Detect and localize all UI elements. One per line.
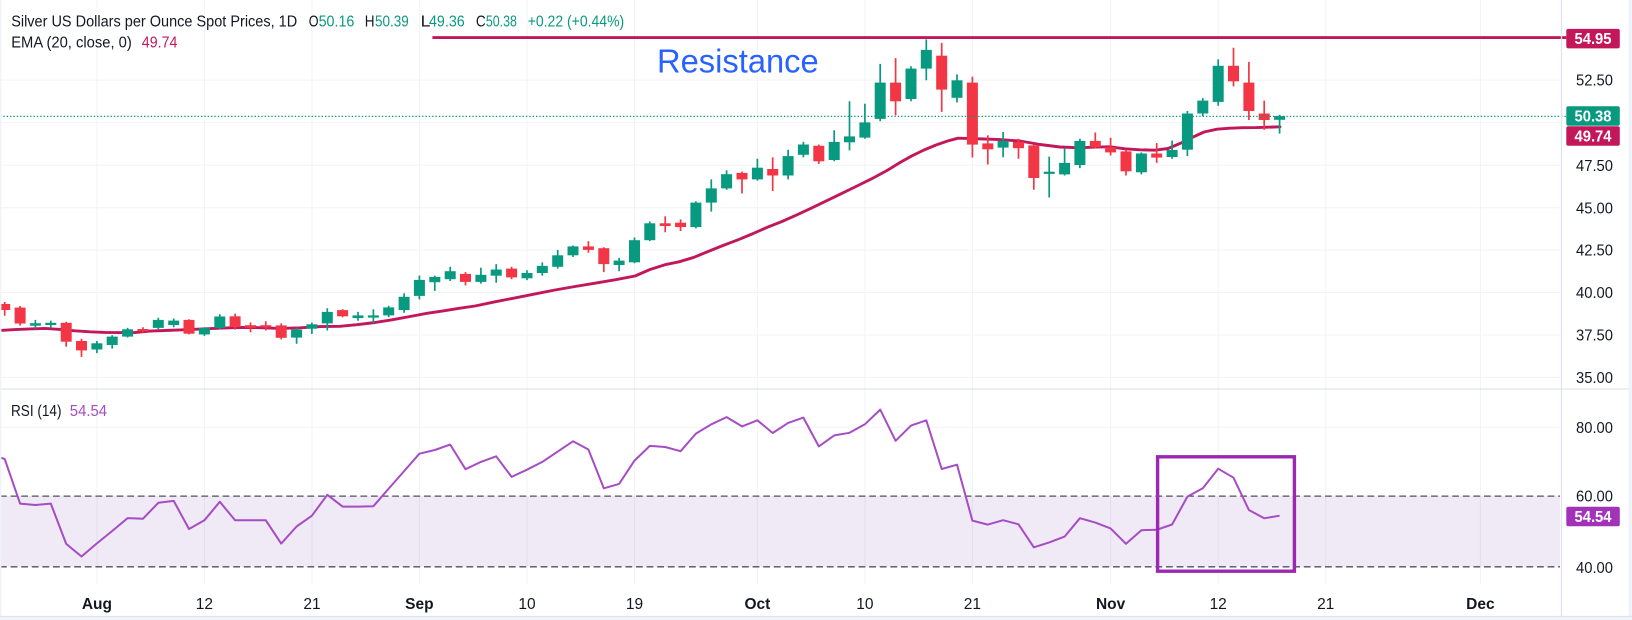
svg-text:H: H bbox=[365, 13, 375, 30]
svg-text:42.50: 42.50 bbox=[1576, 243, 1613, 260]
svg-text:10: 10 bbox=[518, 596, 536, 613]
svg-text:40.00: 40.00 bbox=[1576, 285, 1613, 302]
svg-text:12: 12 bbox=[1210, 596, 1227, 613]
svg-text:21: 21 bbox=[1317, 596, 1334, 613]
svg-text:Aug: Aug bbox=[82, 596, 112, 613]
svg-text:49.74: 49.74 bbox=[142, 35, 178, 52]
svg-text:Nov: Nov bbox=[1096, 596, 1126, 613]
svg-text:12: 12 bbox=[196, 596, 213, 613]
svg-text:50.38: 50.38 bbox=[486, 13, 517, 30]
svg-text:Dec: Dec bbox=[1466, 596, 1495, 613]
svg-text:O: O bbox=[309, 13, 319, 30]
svg-text:35.00: 35.00 bbox=[1576, 370, 1613, 387]
svg-text:Silver US Dollars per Ounce Sp: Silver US Dollars per Ounce Spot Prices,… bbox=[11, 13, 297, 30]
svg-text:37.50: 37.50 bbox=[1576, 328, 1613, 345]
svg-text:50.39: 50.39 bbox=[375, 13, 409, 30]
svg-text:54.95: 54.95 bbox=[1575, 31, 1612, 48]
svg-text:47.50: 47.50 bbox=[1576, 158, 1613, 175]
svg-text:40.00: 40.00 bbox=[1576, 560, 1613, 577]
svg-text:54.54: 54.54 bbox=[70, 403, 108, 420]
svg-text:10: 10 bbox=[856, 596, 874, 613]
svg-text:49.74: 49.74 bbox=[1575, 129, 1612, 146]
svg-text:54.54: 54.54 bbox=[1575, 509, 1612, 526]
svg-text:RSI (14): RSI (14) bbox=[11, 403, 62, 420]
svg-text:49.36: 49.36 bbox=[429, 13, 465, 30]
svg-text:50.38: 50.38 bbox=[1575, 109, 1612, 126]
svg-text:52.50: 52.50 bbox=[1576, 73, 1613, 90]
svg-text:60.00: 60.00 bbox=[1576, 489, 1613, 506]
svg-text:C: C bbox=[476, 13, 486, 30]
svg-text:EMA (20, close, 0): EMA (20, close, 0) bbox=[11, 35, 132, 52]
svg-text:Resistance: Resistance bbox=[657, 43, 819, 80]
svg-text:21: 21 bbox=[964, 596, 981, 613]
svg-text:80.00: 80.00 bbox=[1576, 420, 1613, 437]
svg-text:50.16: 50.16 bbox=[319, 13, 355, 30]
svg-text:+0.22 (+0.44%): +0.22 (+0.44%) bbox=[528, 13, 625, 30]
svg-text:L: L bbox=[421, 13, 431, 30]
svg-text:19: 19 bbox=[626, 596, 643, 613]
svg-text:Oct: Oct bbox=[744, 596, 770, 613]
svg-text:Sep: Sep bbox=[405, 596, 433, 613]
svg-text:21: 21 bbox=[303, 596, 320, 613]
svg-text:45.00: 45.00 bbox=[1576, 200, 1613, 217]
